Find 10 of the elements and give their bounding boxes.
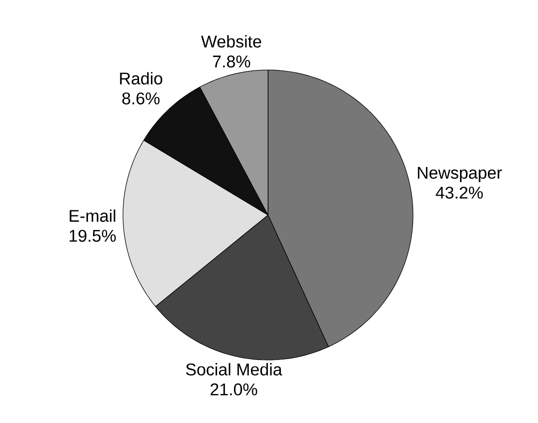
slice-label: Website xyxy=(201,35,262,48)
slice-label: Radio xyxy=(120,72,162,85)
data-label: 21.0% xyxy=(210,383,258,396)
data-label: 19.5% xyxy=(70,230,116,242)
slice-label: Newspaper xyxy=(418,166,502,182)
data-label: 43.2% xyxy=(436,186,483,199)
data-label: 8.6% xyxy=(122,92,160,104)
slice-label: E-mail xyxy=(70,209,116,222)
slice-label: Social Media xyxy=(186,363,282,376)
data-label: 7.8% xyxy=(213,56,250,68)
